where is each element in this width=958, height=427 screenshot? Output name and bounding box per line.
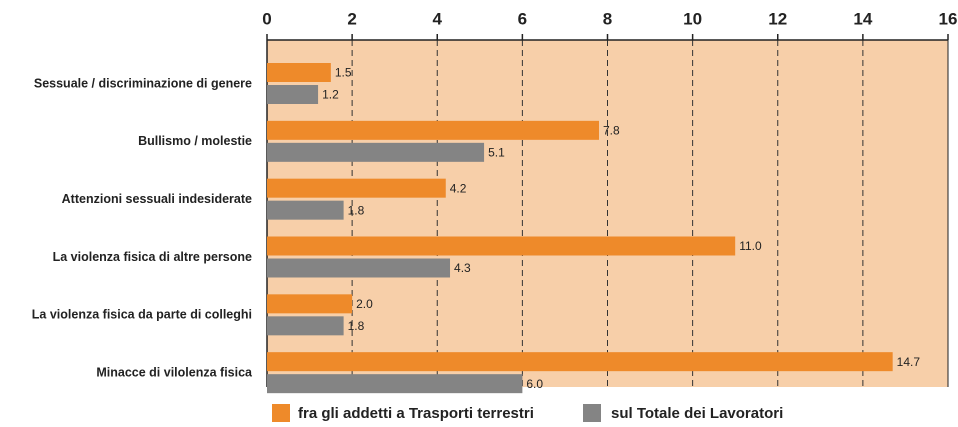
bar [267, 374, 523, 394]
x-tick-label: 2 [347, 9, 356, 28]
data-label: 7.8 [603, 124, 620, 138]
legend-label: sul Totale dei Lavoratori [611, 405, 783, 422]
y-tick-label: Attenzioni sessuali indesiderate [62, 192, 252, 206]
data-label: 1.8 [348, 319, 365, 333]
x-tick-label: 10 [683, 9, 702, 28]
bar [267, 352, 893, 372]
data-label: 6.0 [526, 377, 543, 391]
bar [267, 200, 344, 220]
bar [267, 258, 451, 278]
data-label: 4.2 [450, 181, 467, 195]
bar [267, 236, 736, 256]
bar [267, 85, 319, 104]
y-tick-label: Bullismo / molestie [138, 134, 252, 148]
x-tick-label: 0 [262, 9, 271, 28]
x-tick-label: 6 [518, 9, 527, 28]
x-tick-label: 14 [853, 9, 872, 28]
data-label: 2.0 [356, 297, 373, 311]
y-tick-label: La violenza fisica da parte di colleghi [32, 308, 252, 322]
bar [267, 63, 331, 82]
legend-swatch [272, 404, 290, 422]
x-tick-label: 4 [433, 9, 443, 28]
y-tick-label: Sessuale / discriminazione di genere [34, 76, 252, 90]
x-tick-label: 16 [939, 9, 958, 28]
bar [267, 142, 485, 162]
legend-swatch [583, 404, 601, 422]
data-label: 1.8 [348, 203, 365, 217]
y-tick-label: Minacce di vilolenza fisica [96, 365, 253, 379]
data-label: 1.5 [335, 66, 352, 80]
bar [267, 178, 446, 198]
x-tick-label: 12 [768, 9, 787, 28]
bar [267, 294, 353, 314]
data-label: 11.0 [739, 239, 762, 253]
data-label: 1.2 [322, 88, 339, 102]
x-tick-label: 8 [603, 9, 612, 28]
legend-label: fra gli addetti a Trasporti terrestri [298, 405, 534, 422]
data-label: 4.3 [454, 261, 471, 275]
data-label: 14.7 [897, 355, 921, 369]
y-tick-label: La violenza fisica di altre persone [53, 250, 252, 264]
bar [267, 120, 599, 140]
data-label: 5.1 [488, 146, 505, 160]
bar [267, 316, 344, 336]
